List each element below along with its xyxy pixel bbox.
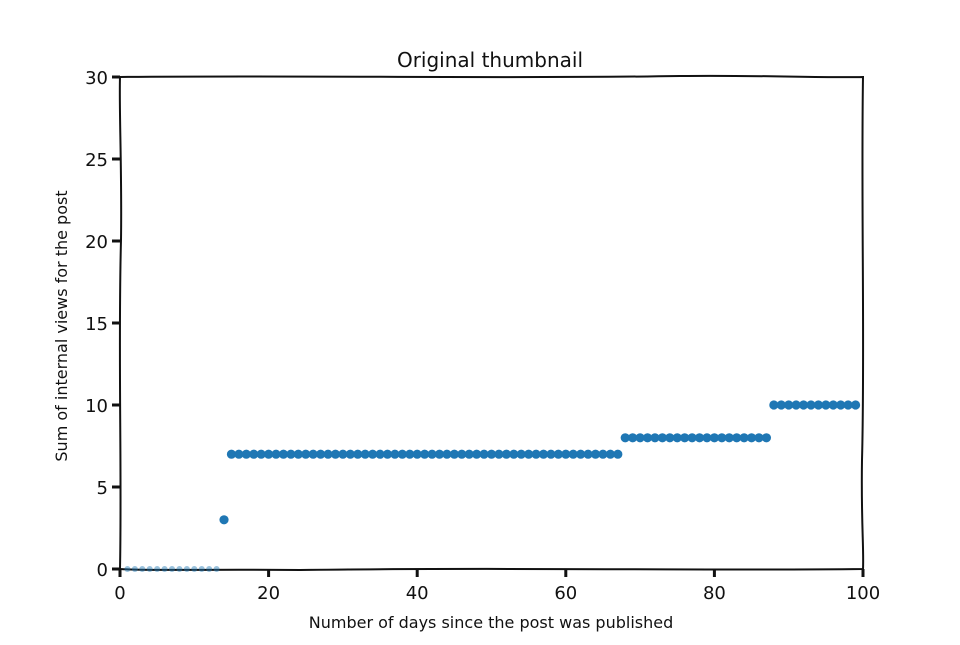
y-tick-label: 20 xyxy=(85,232,108,253)
x-tick-label: 0 xyxy=(114,583,125,604)
x-axis-label: Number of days since the post was publis… xyxy=(309,613,673,632)
x-tick-label: 40 xyxy=(406,583,429,604)
data-point xyxy=(191,566,197,572)
y-tick-label: 25 xyxy=(85,150,108,171)
y-tick-label: 0 xyxy=(97,560,108,581)
data-point xyxy=(154,566,160,572)
chart-title: Original thumbnail xyxy=(397,48,583,72)
x-tick-label: 80 xyxy=(703,583,726,604)
data-point xyxy=(214,566,220,572)
data-point xyxy=(199,566,205,572)
data-point xyxy=(613,450,622,459)
x-tick-label: 100 xyxy=(846,583,880,604)
data-point xyxy=(219,515,228,524)
x-tick-label: 20 xyxy=(257,583,280,604)
data-point xyxy=(184,566,190,572)
x-tick-label: 60 xyxy=(554,583,577,604)
y-tick-label: 5 xyxy=(97,478,108,499)
data-point xyxy=(851,400,860,409)
data-point xyxy=(162,566,168,572)
y-axis-label: Sum of internal views for the post xyxy=(52,190,71,461)
data-point xyxy=(139,566,145,572)
y-tick-label: 30 xyxy=(85,68,108,89)
data-point xyxy=(132,566,138,572)
data-point xyxy=(762,433,771,442)
data-point xyxy=(147,566,153,572)
data-point xyxy=(176,566,182,572)
y-tick-label: 10 xyxy=(85,396,108,417)
data-points xyxy=(124,400,860,572)
y-tick-label: 15 xyxy=(85,314,108,335)
plot-frame xyxy=(120,76,863,570)
y-axis-ticks: 0 5 10 15 20 25 30 xyxy=(85,68,120,581)
data-point xyxy=(124,566,130,572)
data-point xyxy=(169,566,175,572)
data-point xyxy=(206,566,212,572)
x-axis-ticks: 0 20 40 60 80 100 xyxy=(114,569,880,604)
